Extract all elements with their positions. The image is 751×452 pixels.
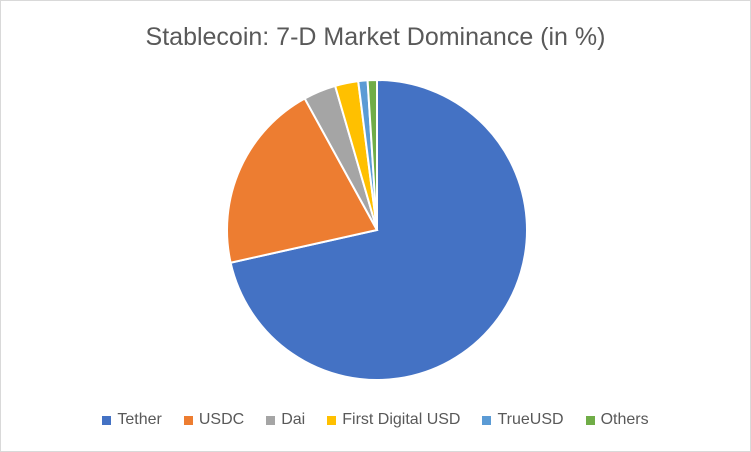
legend-swatch bbox=[327, 415, 337, 425]
chart-title: Stablecoin: 7-D Market Dominance (in %) bbox=[145, 23, 606, 51]
legend-label: First Digital USD bbox=[342, 411, 461, 428]
legend-item-first-digital-usd: First Digital USD bbox=[327, 411, 460, 429]
legend-label: Tether bbox=[117, 411, 162, 428]
legend-swatch bbox=[266, 415, 276, 425]
legend-swatch bbox=[585, 415, 595, 425]
legend-item-usdc: USDC bbox=[183, 411, 245, 429]
pie-slice-tether bbox=[229, 78, 528, 381]
legend-swatch bbox=[102, 415, 112, 425]
legend-label: Others bbox=[600, 411, 649, 428]
legend-swatch bbox=[183, 415, 193, 425]
legend-item-others: Others bbox=[585, 411, 649, 429]
legend-item-trueusd: TrueUSD bbox=[482, 411, 564, 429]
legend-item-dai: Dai bbox=[266, 411, 305, 429]
legend-label: USDC bbox=[198, 411, 245, 428]
legend-label: Dai bbox=[281, 411, 306, 428]
legend-label: TrueUSD bbox=[497, 411, 564, 428]
pie-slice-others bbox=[366, 78, 378, 231]
pie-slice-usdc bbox=[226, 97, 379, 264]
legend-item-tether: Tether bbox=[102, 411, 162, 429]
legend-swatch bbox=[482, 415, 492, 425]
legend: Tether USDC Dai First Digital USD TrueUSD Oth… bbox=[1, 411, 750, 429]
